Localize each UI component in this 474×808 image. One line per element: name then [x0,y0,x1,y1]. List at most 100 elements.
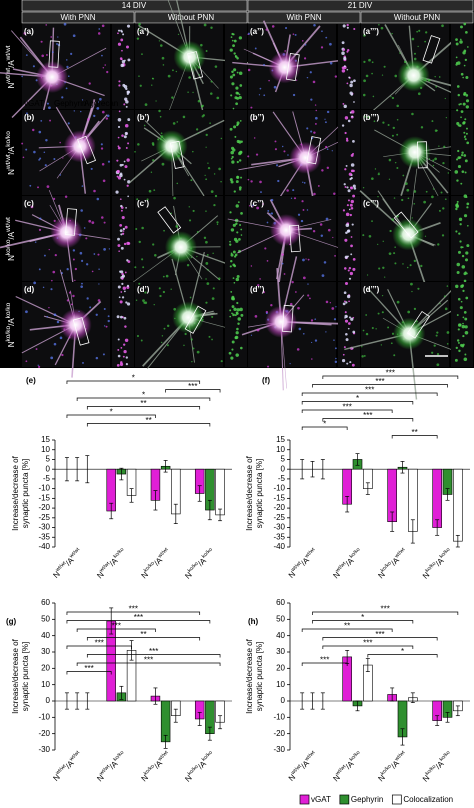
puncta [37,364,39,366]
puncta [229,127,233,131]
puncta [41,54,45,58]
puncta [52,270,56,274]
puncta [117,125,121,129]
significance-bracket [322,375,459,379]
puncta [461,170,465,174]
puncta [394,74,398,78]
puncta [59,336,63,340]
significance-label: * [110,408,113,417]
puncta [211,315,214,318]
puncta [102,67,105,69]
x-tick-label: Nwt/wt/Awt/wt [51,750,84,783]
puncta [205,146,207,148]
puncta [344,168,347,171]
puncta [254,47,257,50]
puncta [141,53,143,55]
panel-label: (f) [262,376,270,385]
puncta [405,182,408,185]
puncta [233,281,236,284]
row-label: Nko/ko/Awt/wt [5,217,16,261]
puncta [458,217,463,222]
puncta [413,307,417,311]
puncta [391,134,394,137]
puncta [438,145,440,147]
micrograph [238,109,360,225]
puncta [238,36,243,40]
puncta [203,236,207,240]
puncta [456,179,459,182]
micrograph [21,99,134,195]
puncta [283,273,286,275]
puncta [233,39,237,43]
puncta [197,132,199,134]
puncta [349,203,353,207]
puncta [350,317,354,321]
y-tick-label: -40 [38,542,50,551]
puncta [123,135,127,139]
puncta [396,166,399,169]
puncta [218,167,221,171]
y-tick-label: 30 [276,647,285,656]
puncta [187,91,189,93]
significance-label: *** [144,656,153,665]
puncta [66,268,69,271]
puncta [216,221,219,224]
significance-bracket [322,418,414,422]
puncta [418,29,421,32]
puncta [343,346,346,349]
puncta [353,27,356,31]
puncta [238,159,242,162]
puncta [139,84,142,87]
puncta [417,92,421,96]
puncta [446,331,450,334]
puncta [458,124,462,128]
puncta [313,131,316,134]
puncta [457,164,462,169]
puncta [462,343,465,346]
y-tick-label: 40 [276,631,285,640]
puncta [188,76,191,79]
puncta [381,74,384,76]
puncta [287,154,289,156]
header-cell [360,11,474,24]
puncta [72,249,76,252]
puncta [333,318,337,321]
puncta [236,175,240,179]
puncta [231,82,235,86]
puncta [38,365,41,368]
puncta [333,192,336,195]
puncta [234,314,237,317]
puncta [117,348,120,351]
puncta [119,315,123,319]
puncta [22,156,25,159]
puncta [464,58,468,62]
significance-bracket [165,389,221,393]
puncta [466,202,470,206]
puncta [229,211,232,214]
puncta [310,228,312,230]
puncta [230,94,233,97]
significance-label: * [361,613,364,622]
puncta [235,180,239,184]
puncta [377,243,379,246]
micrograph [0,22,134,118]
puncta [152,159,155,162]
y-tick-label: -5 [278,474,286,483]
puncta [118,80,121,83]
puncta [91,270,94,273]
soma [155,130,188,163]
x-tick-label: Nko/ko/Ako/ko [183,547,217,581]
puncta [117,145,120,148]
puncta [161,56,165,60]
puncta [73,110,76,112]
puncta [235,331,239,335]
puncta [456,61,461,65]
puncta [229,243,232,246]
puncta [311,358,313,360]
puncta [205,262,209,265]
soma [59,308,92,341]
puncta [442,162,445,165]
puncta [117,338,120,341]
puncta [126,24,131,28]
puncta [166,344,169,347]
